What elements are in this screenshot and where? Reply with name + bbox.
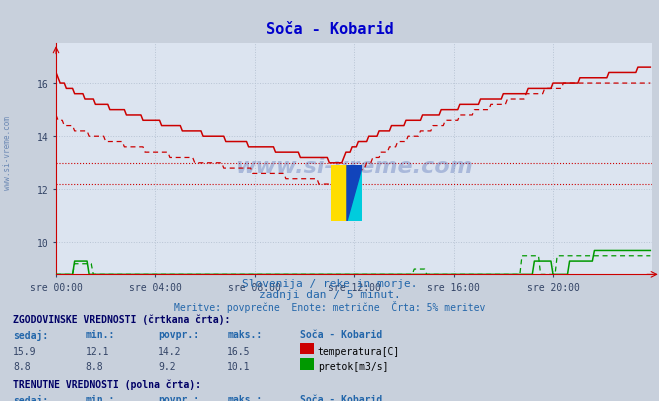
Text: 9.2: 9.2 [158,361,176,371]
Text: 12.1: 12.1 [86,346,109,356]
Text: www.si-vreme.com: www.si-vreme.com [235,156,473,176]
Text: Slovenija / reke in morje.: Slovenija / reke in morje. [242,279,417,289]
Text: Soča - Kobarid: Soča - Kobarid [300,330,382,340]
Text: 14.2: 14.2 [158,346,182,356]
Text: sedaj:: sedaj: [13,394,48,401]
Polygon shape [347,166,362,222]
Text: povpr.:: povpr.: [158,330,199,340]
Text: ZGODOVINSKE VREDNOSTI (črtkana črta):: ZGODOVINSKE VREDNOSTI (črtkana črta): [13,314,231,324]
Polygon shape [347,166,362,222]
Text: min.:: min.: [86,394,115,401]
Text: maks.:: maks.: [227,330,262,340]
Text: zadnji dan / 5 minut.: zadnji dan / 5 minut. [258,290,401,300]
Text: povpr.:: povpr.: [158,394,199,401]
Text: 10.1: 10.1 [227,361,251,371]
Text: sedaj:: sedaj: [13,330,48,340]
Text: Soča - Kobarid: Soča - Kobarid [266,22,393,37]
Text: 16.5: 16.5 [227,346,251,356]
Text: 15.9: 15.9 [13,346,37,356]
Text: min.:: min.: [86,330,115,340]
Text: TRENUTNE VREDNOSTI (polna črta):: TRENUTNE VREDNOSTI (polna črta): [13,378,201,389]
Text: 8.8: 8.8 [13,361,31,371]
Text: www.si-vreme.com: www.si-vreme.com [3,115,13,189]
Text: Meritve: povprečne  Enote: metrične  Črta: 5% meritev: Meritve: povprečne Enote: metrične Črta:… [174,300,485,312]
Text: temperatura[C]: temperatura[C] [318,346,400,356]
Text: maks.:: maks.: [227,394,262,401]
Text: 8.8: 8.8 [86,361,103,371]
Text: pretok[m3/s]: pretok[m3/s] [318,361,388,371]
Text: Soča - Kobarid: Soča - Kobarid [300,394,382,401]
